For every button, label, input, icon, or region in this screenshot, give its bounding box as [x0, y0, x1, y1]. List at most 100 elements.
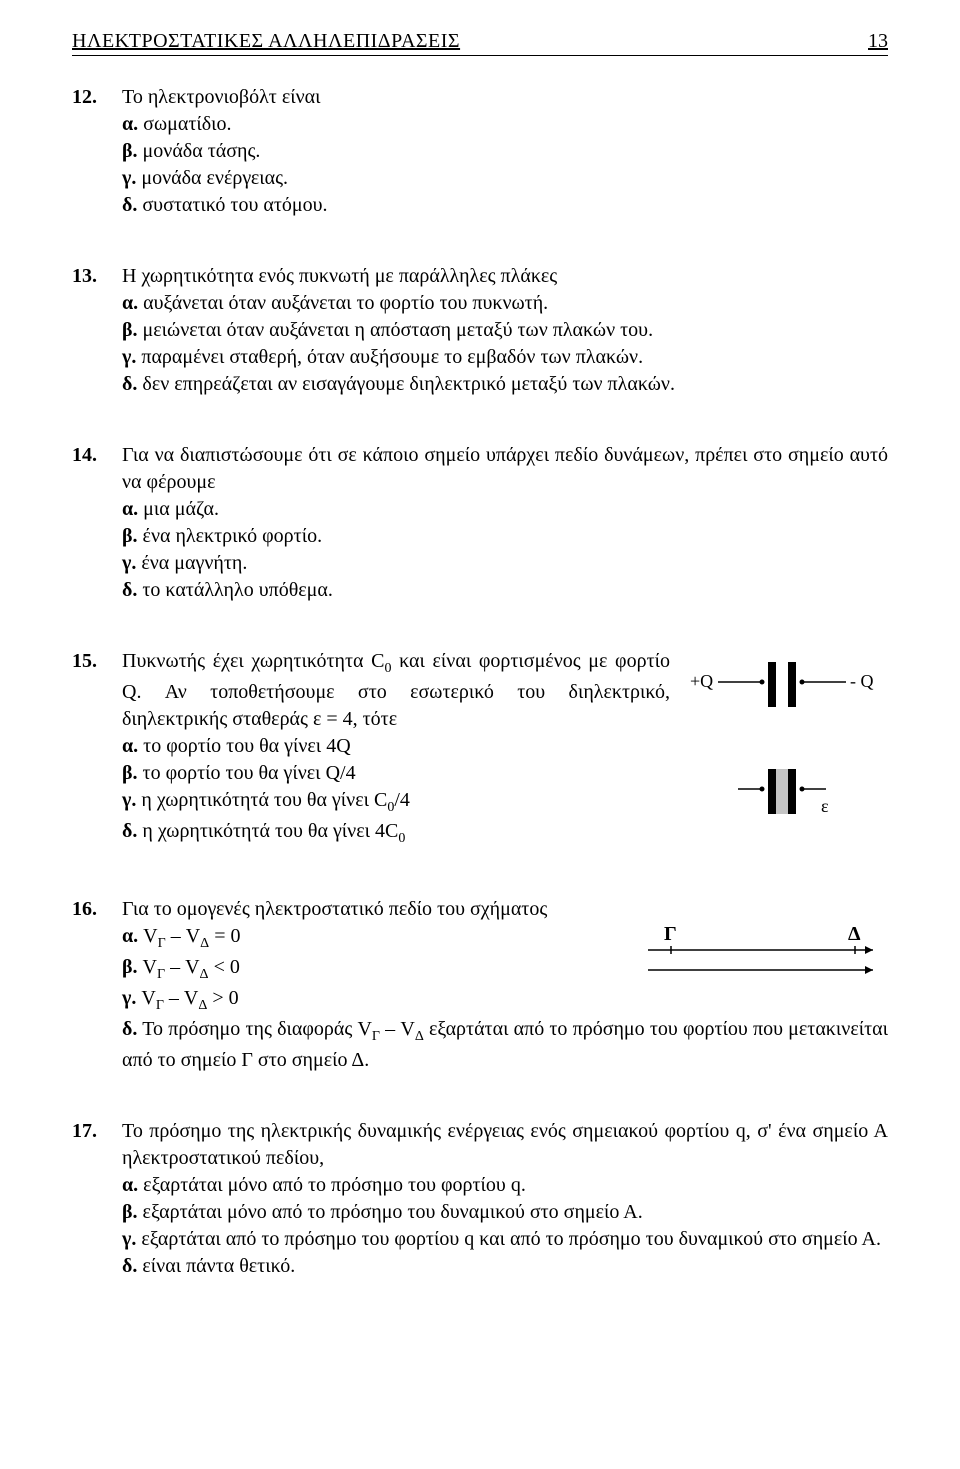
q15-body: Πυκνωτής έχει χωρητικότητα C0 και είναι …	[122, 648, 888, 852]
q16-a-eq: VΓ – VΔ = 0	[143, 925, 240, 947]
q16-figure: Γ Δ	[638, 922, 888, 1000]
q12-c-text: μονάδα ενέργειας.	[141, 167, 288, 189]
q15-minusQ-label: - Q	[850, 671, 874, 691]
q14-c-text: ένα μαγνήτη.	[141, 552, 247, 574]
q13-b-text: μειώνεται όταν αυξάνεται η απόσταση μετα…	[143, 319, 654, 341]
q15-c-text-pre: η χωρητικότητά του θα γίνει C	[141, 789, 387, 811]
q17-b-text: εξαρτάται μόνο από το πρόσημο του δυναμι…	[143, 1201, 643, 1223]
q14-d-text: το κατάλληλο υπόθεμα.	[142, 579, 333, 601]
q12-d-label: δ.	[122, 194, 137, 216]
q15-plusQ-label: +Q	[690, 671, 713, 691]
q17-a-text: εξαρτάται μόνο από το πρόσημο του φορτίο…	[143, 1174, 526, 1196]
q14-opt-c: γ. ένα μαγνήτη.	[122, 550, 888, 577]
q16-b-eq: VΓ – VΔ < 0	[143, 956, 240, 978]
q17-opt-c: γ. εξαρτάται από το πρόσημο του φορτίου …	[122, 1226, 888, 1253]
q16-a-label: α.	[122, 925, 138, 947]
q13-body: Η χωρητικότητα ενός πυκνωτή με παράλληλε…	[122, 263, 888, 398]
q12-number: 12.	[72, 84, 102, 111]
page: ΗΛΕΚΤΡΟΣΤΑΤΙΚΕΣ ΑΛΛΗΛΕΠΙΔΡΑΣΕΙΣ 13 12. Τ…	[0, 0, 960, 1469]
q15-opt-d: δ. η χωρητικότητά του θα γίνει 4C0	[122, 818, 670, 849]
q14-d-label: δ.	[122, 579, 137, 601]
q15-a-text: το φορτίο του θα γίνει 4Q	[143, 735, 350, 757]
q16-opt-b: β. VΓ – VΔ < 0	[122, 954, 620, 985]
q16-body: Για το ομογενές ηλεκτροστατικό πεδίο του…	[122, 896, 888, 1074]
q16-opt-c: γ. VΓ – VΔ > 0	[122, 985, 620, 1016]
q13-d-label: δ.	[122, 373, 137, 395]
q13-number: 13.	[72, 263, 102, 290]
q15-opt-c: γ. η χωρητικότητά του θα γίνει C0/4	[122, 787, 670, 818]
q16-b-label: β.	[122, 956, 138, 978]
q15-d-text-pre: η χωρητικότητά του θα γίνει 4C	[142, 820, 398, 842]
header-title: ΗΛΕΚΤΡΟΣΤΑΤΙΚΕΣ ΑΛΛΗΛΕΠΙΔΡΑΣΕΙΣ	[72, 30, 460, 53]
q15-a-label: α.	[122, 735, 138, 757]
q14-c-label: γ.	[122, 552, 136, 574]
field-line-icon: Γ Δ	[638, 922, 888, 992]
question-14: 14. Για να διαπιστώσουμε ότι σε κάποιο σ…	[72, 442, 888, 604]
page-number: 13	[868, 30, 888, 53]
q17-a-label: α.	[122, 1174, 138, 1196]
q12-opt-d: δ. συστατικό του ατόμου.	[122, 192, 888, 219]
q16-d-text: Το πρόσημο της διαφοράς VΓ – VΔ εξαρτάτα…	[122, 1018, 888, 1071]
q15-c-text-post: /4	[394, 789, 410, 811]
q13-c-label: γ.	[122, 346, 136, 368]
q17-stem: Το πρόσημο της ηλεκτρικής δυναμικής ενέρ…	[122, 1118, 888, 1172]
q12-b-text: μονάδα τάσης.	[143, 140, 261, 162]
q12-opt-a: α. σωματίδιο.	[122, 111, 888, 138]
q16-delta-label: Δ	[848, 923, 861, 945]
q13-opt-b: β. μειώνεται όταν αυξάνεται η απόσταση μ…	[122, 317, 888, 344]
q15-eps-label: ε	[821, 796, 829, 816]
q14-a-text: μια μάζα.	[143, 498, 219, 520]
q17-c-label: γ.	[122, 1228, 136, 1250]
q17-d-text: είναι πάντα θετικό.	[142, 1255, 295, 1277]
q13-d-text: δεν επηρεάζεται αν εισαγάγουμε διηλεκτρι…	[142, 373, 675, 395]
q14-number: 14.	[72, 442, 102, 469]
q15-opt-b: β. το φορτίο του θα γίνει Q/4	[122, 760, 670, 787]
q13-opt-a: α. αυξάνεται όταν αυξάνεται το φορτίο το…	[122, 290, 888, 317]
q16-d-label: δ.	[122, 1018, 137, 1040]
q12-d-text: συστατικό του ατόμου.	[142, 194, 327, 216]
q13-b-label: β.	[122, 319, 138, 341]
q15-b-label: β.	[122, 762, 138, 784]
q14-opt-b: β. ένα ηλεκτρικό φορτίο.	[122, 523, 888, 550]
q12-opt-c: γ. μονάδα ενέργειας.	[122, 165, 888, 192]
q14-a-label: α.	[122, 498, 138, 520]
q16-opt-d: δ. Το πρόσημο της διαφοράς VΓ – VΔ εξαρτ…	[122, 1016, 888, 1074]
q14-b-text: ένα ηλεκτρικό φορτίο.	[143, 525, 323, 547]
q12-stem: Το ηλεκτρονιοβόλτ είναι	[122, 84, 888, 111]
q17-number: 17.	[72, 1118, 102, 1145]
q14-opt-d: δ. το κατάλληλο υπόθεμα.	[122, 577, 888, 604]
q17-d-label: δ.	[122, 1255, 137, 1277]
q16-opt-a: α. VΓ – VΔ = 0	[122, 923, 620, 954]
q17-opt-d: δ. είναι πάντα θετικό.	[122, 1253, 888, 1280]
q12-a-label: α.	[122, 113, 138, 135]
q14-opt-a: α. μια μάζα.	[122, 496, 888, 523]
q17-b-label: β.	[122, 1201, 138, 1223]
q13-opt-c: γ. παραμένει σταθερή, όταν αυξήσουμε το …	[122, 344, 888, 371]
q12-a-text: σωματίδιο.	[143, 113, 231, 135]
q15-text: Πυκνωτής έχει χωρητικότητα C0 και είναι …	[122, 648, 670, 849]
q16-gamma-label: Γ	[664, 923, 677, 945]
q15-stem1: Πυκνωτής έχει χωρητικότητα C	[122, 650, 384, 672]
q14-b-label: β.	[122, 525, 138, 547]
q15-c-label: γ.	[122, 789, 136, 811]
q13-c-text: παραμένει σταθερή, όταν αυξήσουμε το εμβ…	[141, 346, 643, 368]
q13-a-text: αυξάνεται όταν αυξάνεται το φορτίο του π…	[143, 292, 548, 314]
q12-opt-b: β. μονάδα τάσης.	[122, 138, 888, 165]
q17-c-text: εξαρτάται από το πρόσημο του φορτίου q κ…	[141, 1228, 881, 1250]
q15-d-sub0: 0	[398, 831, 405, 846]
q17-body: Το πρόσημο της ηλεκτρικής δυναμικής ενέρ…	[122, 1118, 888, 1280]
q14-stem: Για να διαπιστώσουμε ότι σε κάποιο σημεί…	[122, 442, 888, 496]
q15-d-label: δ.	[122, 820, 137, 842]
q15-figure: +Q - Q ε	[688, 654, 888, 852]
q14-body: Για να διαπιστώσουμε ότι σε κάποιο σημεί…	[122, 442, 888, 604]
q13-opt-d: δ. δεν επηρεάζεται αν εισαγάγουμε διηλεκ…	[122, 371, 888, 398]
q16-stem: Για το ομογενές ηλεκτροστατικό πεδίο του…	[122, 896, 620, 923]
q12-c-label: γ.	[122, 167, 136, 189]
q12-b-label: β.	[122, 140, 138, 162]
q13-stem: Η χωρητικότητα ενός πυκνωτή με παράλληλε…	[122, 263, 888, 290]
page-header: ΗΛΕΚΤΡΟΣΤΑΤΙΚΕΣ ΑΛΛΗΛΕΠΙΔΡΑΣΕΙΣ 13	[72, 30, 888, 56]
q12-body: Το ηλεκτρονιοβόλτ είναι α. σωματίδιο. β.…	[122, 84, 888, 219]
question-16: 16. Για το ομογενές ηλεκτροστατικό πεδίο…	[72, 896, 888, 1074]
q16-c-label: γ.	[122, 987, 136, 1009]
question-15: 15. Πυκνωτής έχει χωρητικότητα C0 και εί…	[72, 648, 888, 852]
